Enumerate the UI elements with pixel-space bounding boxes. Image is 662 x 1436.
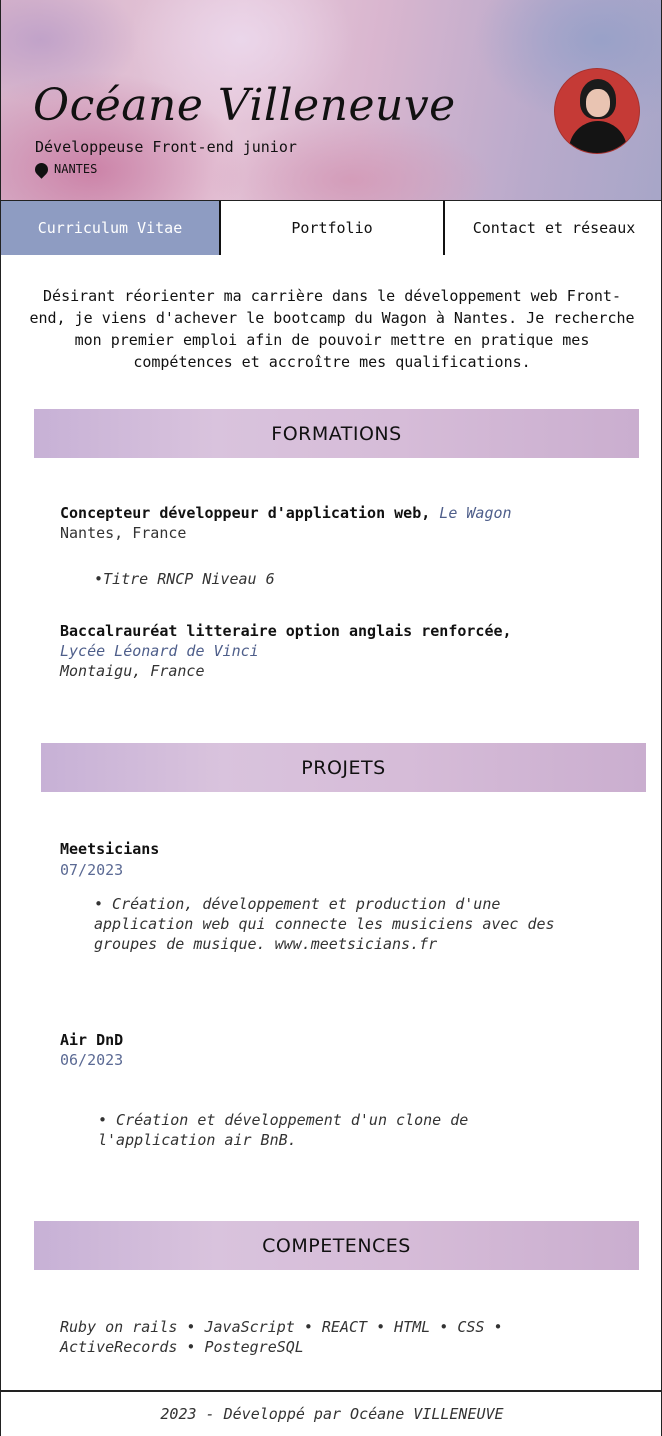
location-pin-icon: [32, 159, 51, 179]
project-desc-line: • Création, développement et production …: [94, 895, 501, 913]
footer-credit: 2023 - Développé par Océane VILLENEUVE: [1, 1390, 661, 1436]
project-date: 06/2023: [60, 1051, 124, 1069]
project-desc-line: l'application air BnB.: [98, 1131, 297, 1149]
formation-degree: Baccalrauréat litteraire option anglais …: [60, 622, 512, 640]
project-desc-line: application web qui connecte les musicie…: [94, 915, 555, 933]
tab-curriculum-vitae[interactable]: Curriculum Vitae: [1, 201, 221, 255]
section-formations-title: FORMATIONS: [34, 409, 639, 458]
formation-school-link[interactable]: Le Wagon: [439, 504, 512, 522]
location-label: NANTES: [54, 162, 98, 176]
section-projets-title: PROJETS: [41, 743, 646, 792]
project-desc-line: groupes de musique. www.meetsicians.fr: [94, 935, 438, 953]
project-date: 07/2023: [60, 861, 124, 879]
project-name: Air DnD: [60, 1031, 124, 1049]
tab-portfolio[interactable]: Portfolio: [221, 201, 445, 255]
formation-degree: Concepteur développeur d'application web…: [60, 504, 431, 522]
avatar: [554, 68, 640, 154]
project-desc-line: • Création et développement d'un clone d…: [98, 1111, 469, 1129]
avatar-body: [569, 121, 627, 153]
formation-school-link[interactable]: Lycée Léonard de Vinci: [60, 642, 259, 660]
main-nav: Curriculum Vitae Portfolio Contact et ré…: [1, 201, 661, 255]
intro-text: Désirant réorienter ma carrière dans le …: [29, 287, 635, 371]
job-title: Développeuse Front-end junior: [35, 138, 297, 156]
formation-place: Montaigu, France: [60, 662, 205, 680]
skills-line: ActiveRecords • PostegreSQL: [60, 1338, 304, 1356]
header-banner: Océane Villeneuve Développeuse Front-end…: [1, 0, 661, 201]
tab-contact[interactable]: Contact et réseaux: [445, 201, 661, 255]
avatar-face: [586, 89, 610, 117]
location: NANTES: [32, 159, 98, 179]
owner-name: Océane Villeneuve: [33, 80, 456, 131]
skills-line: Ruby on rails • JavaScript • REACT • HTM…: [60, 1318, 503, 1336]
formation-place: Nantes, France: [60, 524, 187, 542]
project-name: Meetsicians: [60, 840, 160, 858]
formation-item: Concepteur développeur d'application web…: [60, 503, 512, 523]
formation-detail: •Titre RNCP Niveau 6: [94, 570, 275, 588]
section-competences-title: COMPETENCES: [34, 1221, 639, 1270]
